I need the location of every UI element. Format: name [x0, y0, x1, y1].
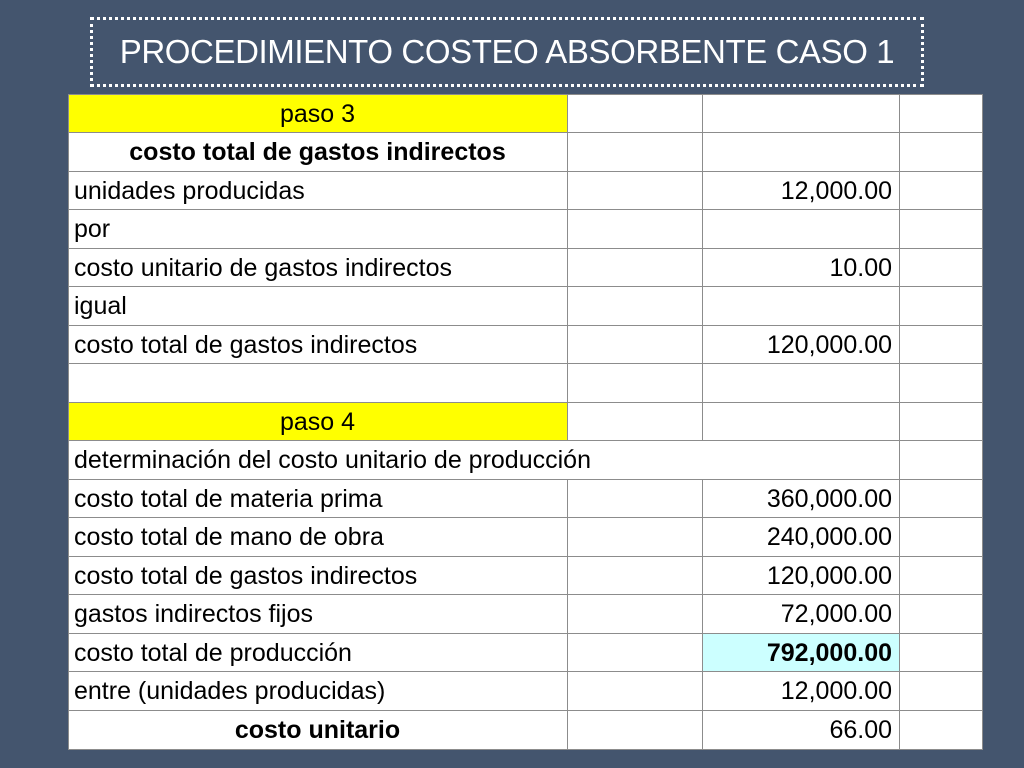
row-label: costo total de gastos indirectos	[74, 562, 418, 590]
grid-line	[68, 286, 983, 287]
paso3-subheading: costo total de gastos indirectos	[129, 138, 506, 166]
row-label: costo total de gastos indirectos	[74, 331, 418, 359]
grid-line	[68, 363, 983, 364]
paso3-highlight	[68, 94, 567, 133]
row-value: 10.00	[829, 254, 892, 282]
row-value: 120,000.00	[766, 331, 892, 359]
row-value: 120,000.00	[766, 562, 892, 590]
paso4-heading: paso 4	[279, 408, 356, 436]
grid-line	[899, 94, 900, 750]
paso3-heading: paso 3	[279, 100, 356, 128]
grid-line	[68, 325, 983, 326]
grid-line	[68, 594, 983, 595]
grid-line	[68, 209, 983, 210]
total-production-highlight	[702, 633, 899, 672]
grid-line	[68, 710, 983, 711]
title-box: PROCEDIMIENTO COSTEO ABSORBENTE CASO 1	[90, 17, 924, 87]
paso4-subheading: determinación del costo unitario de prod…	[74, 446, 591, 474]
grid-line	[702, 94, 703, 440]
grid-line	[567, 94, 568, 440]
row-value: 240,000.00	[766, 523, 892, 551]
row-value	[702, 210, 892, 248]
grid-line	[702, 479, 703, 750]
paso4-highlight	[68, 402, 567, 441]
grid-line	[68, 171, 983, 172]
unit-cost-label: costo unitario	[234, 716, 401, 744]
grid-line	[68, 440, 983, 441]
row-label: costo unitario de gastos indirectos	[74, 254, 452, 282]
row-value: 12,000.00	[780, 677, 892, 705]
grid-line	[68, 479, 983, 480]
row-value	[702, 287, 892, 325]
page-title: PROCEDIMIENTO COSTEO ABSORBENTE CASO 1	[119, 33, 895, 70]
grid-line	[68, 517, 983, 518]
row-value: 12,000.00	[780, 177, 892, 205]
row-label: costo total de materia prima	[74, 485, 383, 513]
grid-line	[68, 749, 983, 750]
grid-line	[68, 132, 983, 133]
grid-line	[567, 479, 568, 750]
row-label: entre (unidades producidas)	[74, 677, 386, 705]
grid-line	[68, 94, 983, 95]
grid-line	[68, 556, 983, 557]
row-label: unidades producidas	[74, 177, 305, 205]
grid-line	[68, 633, 983, 634]
unit-cost-value: 66.00	[829, 716, 892, 744]
row-label: costo total de mano de obra	[74, 523, 384, 551]
row-label: igual	[74, 292, 127, 320]
row-label: gastos indirectos fijos	[74, 600, 314, 628]
row-value: 360,000.00	[766, 485, 892, 513]
grid-line	[68, 402, 983, 403]
grid-line	[68, 248, 983, 249]
total-production-value: 792,000.00	[766, 639, 892, 667]
row-label: costo total de producción	[74, 639, 352, 667]
grid-line	[68, 671, 983, 672]
grid-line	[982, 94, 983, 750]
row-value: 72,000.00	[780, 600, 892, 628]
spreadsheet-table: paso 3 costo total de gastos indirectos …	[68, 94, 983, 750]
row-label: por	[74, 215, 111, 243]
grid-line	[68, 94, 69, 750]
